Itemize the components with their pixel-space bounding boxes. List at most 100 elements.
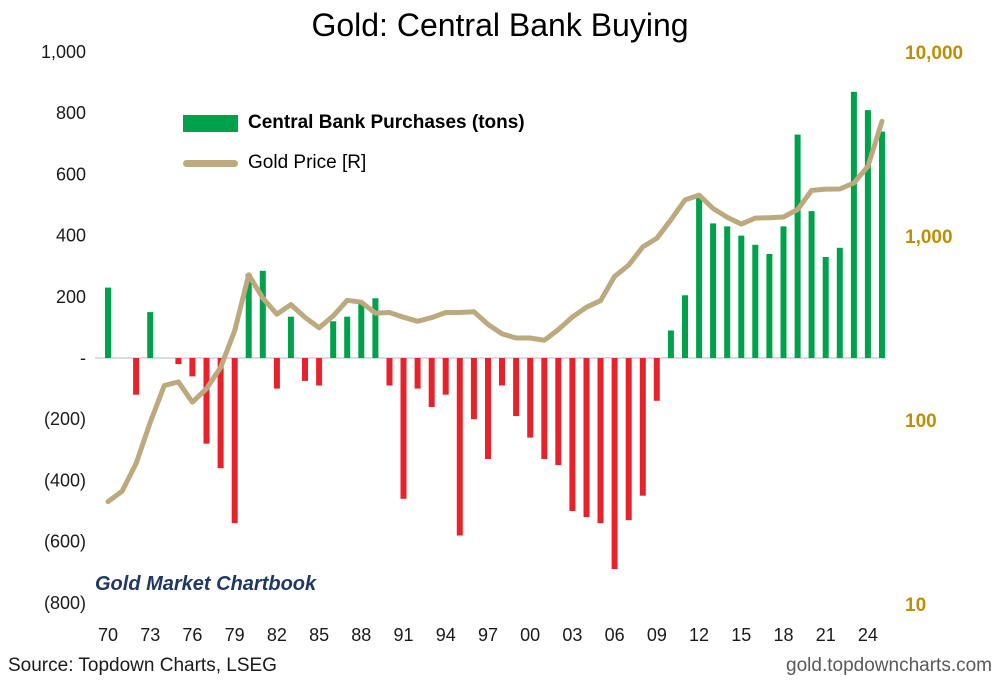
footer: Source: Topdown Charts, LSEG gold.topdow… <box>8 655 992 677</box>
gold-price-line <box>105 118 885 505</box>
central-bank-purchases-bar <box>527 358 534 438</box>
left-axis-tick-label: 400 <box>56 226 86 246</box>
x-axis-tick-label: 21 <box>816 625 836 645</box>
central-bank-purchases-bar <box>358 301 365 358</box>
central-bank-purchases-bar <box>850 91 857 359</box>
central-bank-purchases-bar <box>273 358 280 389</box>
chart-title: Gold: Central Bank Buying <box>311 7 689 43</box>
x-axis-tick-label: 09 <box>647 625 667 645</box>
central-bank-purchases-bar <box>344 316 351 358</box>
central-bank-purchases-bar <box>724 226 731 358</box>
central-bank-purchases-bar <box>428 358 435 407</box>
x-axis-tick-label: 76 <box>182 625 202 645</box>
left-axis-tick-label: (400) <box>44 470 86 490</box>
central-bank-purchases-bar <box>485 358 491 459</box>
central-bank-purchases-bar <box>175 358 182 365</box>
x-axis-tick-label: 70 <box>98 625 118 645</box>
central-bank-purchases-bar <box>597 358 604 524</box>
central-bank-purchases-bar <box>231 358 238 524</box>
left-axis-tick-label: - <box>80 348 86 368</box>
x-axis-tick-label: 03 <box>562 625 582 645</box>
x-axis-tick-label: 12 <box>689 625 709 645</box>
central-bank-purchases-bar <box>456 358 463 536</box>
left-axis-tick-label: 600 <box>56 164 86 184</box>
central-bank-purchases-bar <box>738 235 745 358</box>
x-axis-tick-label: 82 <box>267 625 287 645</box>
legend-line-swatch <box>183 159 238 167</box>
legend-item-gold-price: Gold Price [R] <box>183 152 525 174</box>
central-bank-purchases-bar <box>766 254 773 358</box>
central-bank-purchases-bar <box>822 257 829 358</box>
x-axis-tick-label: 06 <box>605 625 625 645</box>
x-axis-tick-label: 00 <box>520 625 540 645</box>
central-bank-purchases-bar <box>808 211 815 358</box>
watermark: Gold Market Chartbook <box>95 573 317 595</box>
central-bank-purchases-bar <box>879 131 885 358</box>
right-axis-tick-label: 10,000 <box>905 43 963 64</box>
legend-bar-label: Central Bank Purchases (tons) <box>248 112 525 133</box>
central-bank-purchases-bar <box>287 316 294 358</box>
source-text: Source: Topdown Charts, LSEG <box>8 655 277 676</box>
left-axis-tick-label: 200 <box>56 287 86 307</box>
x-axis-tick-label: 79 <box>225 625 245 645</box>
central-bank-purchases-bar <box>752 244 759 358</box>
central-bank-purchases-bar <box>414 358 421 389</box>
central-bank-purchases-bar <box>499 358 505 386</box>
left-axis-tick-label: 1,000 <box>41 42 86 62</box>
right-axis-tick-label: 1,000 <box>905 227 953 248</box>
central-bank-purchases-bar <box>780 226 787 358</box>
central-bank-purchases-bar <box>105 287 111 358</box>
central-bank-purchases-bar <box>513 358 520 417</box>
central-bank-purchases-bar <box>133 358 140 395</box>
legend-line-label: Gold Price [R] <box>248 152 367 173</box>
central-bank-purchases-bar <box>189 358 196 377</box>
central-bank-purchases-bar <box>442 358 449 395</box>
central-bank-purchases-bar <box>625 358 632 521</box>
x-axis-tick-label: 24 <box>858 625 878 645</box>
left-axis-tick-label: (200) <box>44 409 86 429</box>
central-bank-purchases-bar <box>710 223 717 358</box>
central-bank-purchases-bar <box>259 270 266 358</box>
legend-item-purchases: Central Bank Purchases (tons) <box>183 112 525 134</box>
central-bank-purchases-bar <box>836 247 843 358</box>
central-bank-purchases-bar <box>147 312 154 358</box>
central-bank-purchases-bar <box>470 358 477 420</box>
central-bank-purchases-bar <box>667 330 674 358</box>
left-axis-tick-label: (600) <box>44 532 86 552</box>
x-axis-tick-label: 88 <box>351 625 371 645</box>
right-axis-tick-label: 10 <box>905 595 926 616</box>
x-axis-tick-label: 94 <box>436 625 456 645</box>
central-bank-purchases-bar <box>611 358 618 570</box>
x-axis-tick-label: 15 <box>731 625 751 645</box>
central-bank-purchases-bar <box>400 358 407 499</box>
x-axis-tick-label: 91 <box>394 625 414 645</box>
x-axis-tick-label: 18 <box>773 625 793 645</box>
x-axis-tick-label: 85 <box>309 625 329 645</box>
central-bank-purchases-bar <box>864 110 871 358</box>
central-bank-purchases-bar <box>569 358 576 511</box>
x-axis-tick-label: 97 <box>478 625 498 645</box>
central-bank-purchases-bar <box>302 358 308 381</box>
site-link[interactable]: gold.topdowncharts.com <box>786 655 992 676</box>
central-bank-purchases-bar <box>203 358 210 444</box>
central-bank-purchases-bar <box>386 358 393 386</box>
central-bank-purchases-bar <box>316 358 323 386</box>
left-axis-tick-label: (800) <box>44 593 86 613</box>
central-bank-purchases-bar <box>245 273 252 358</box>
central-bank-purchases-bar <box>555 358 562 466</box>
left-axis-tick-label: 800 <box>56 103 86 123</box>
legend: Central Bank Purchases (tons) Gold Price… <box>183 112 525 174</box>
central-bank-purchases-bar <box>639 358 646 496</box>
central-bank-purchases-bar <box>696 195 703 358</box>
legend-bar-swatch <box>183 114 238 132</box>
central-bank-purchases-bar <box>372 298 379 358</box>
central-bank-purchases-bar <box>653 358 660 401</box>
central-bank-purchases-bar <box>794 134 801 358</box>
central-bank-purchases-bar <box>583 358 590 518</box>
central-bank-purchases-bar <box>217 358 224 469</box>
central-bank-purchases-bar <box>541 358 548 459</box>
central-bank-purchases-bar <box>330 321 337 358</box>
x-axis-tick-label: 73 <box>140 625 160 645</box>
